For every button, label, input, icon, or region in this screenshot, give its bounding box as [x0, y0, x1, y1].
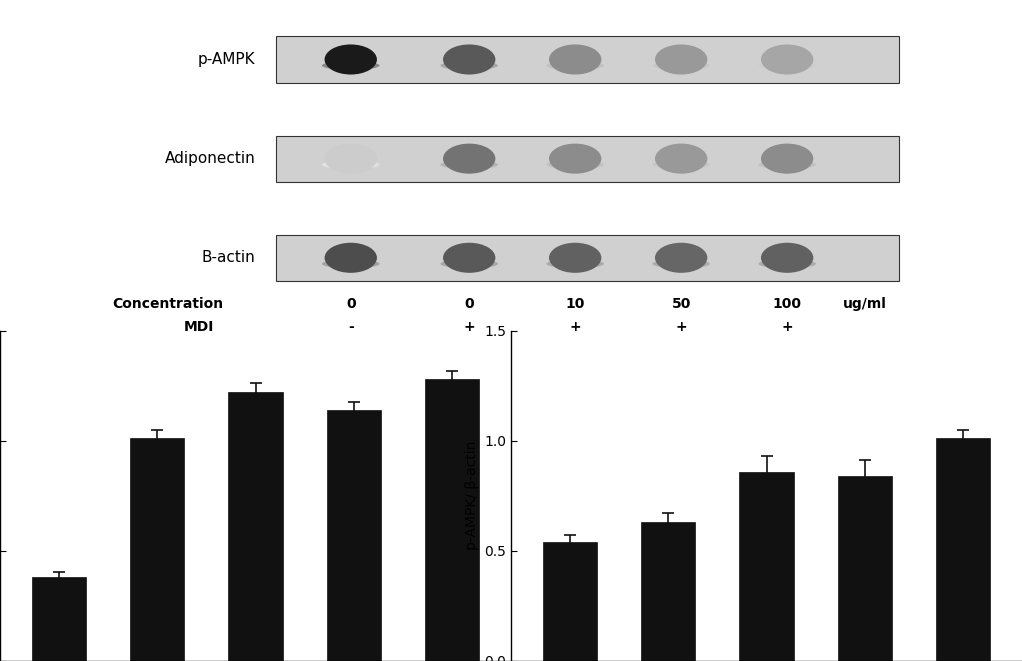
Text: +: + — [676, 320, 687, 334]
Ellipse shape — [547, 259, 604, 268]
FancyBboxPatch shape — [276, 36, 899, 83]
Text: +: + — [463, 320, 475, 334]
Text: 0: 0 — [464, 297, 474, 311]
Ellipse shape — [549, 143, 601, 174]
Ellipse shape — [443, 44, 496, 75]
Text: MDI: MDI — [184, 320, 215, 334]
Bar — [32, 577, 86, 661]
Bar — [327, 410, 381, 661]
Ellipse shape — [761, 243, 814, 273]
Ellipse shape — [655, 44, 707, 75]
Ellipse shape — [322, 160, 379, 169]
Ellipse shape — [547, 160, 604, 169]
Ellipse shape — [761, 44, 814, 75]
Ellipse shape — [761, 143, 814, 174]
Ellipse shape — [440, 160, 498, 169]
Ellipse shape — [440, 259, 498, 268]
Text: 50: 50 — [671, 297, 691, 311]
Ellipse shape — [325, 44, 377, 75]
Ellipse shape — [443, 143, 496, 174]
FancyBboxPatch shape — [276, 136, 899, 182]
Ellipse shape — [325, 243, 377, 273]
Ellipse shape — [758, 61, 816, 70]
Text: 10: 10 — [565, 297, 585, 311]
Bar — [130, 438, 184, 661]
Bar — [543, 542, 597, 661]
Bar — [838, 476, 892, 661]
Ellipse shape — [547, 61, 604, 70]
Text: 100: 100 — [773, 297, 801, 311]
Bar — [425, 379, 479, 661]
Text: Adiponectin: Adiponectin — [165, 151, 256, 166]
Text: 0: 0 — [345, 297, 356, 311]
Ellipse shape — [652, 160, 710, 169]
Ellipse shape — [549, 243, 601, 273]
Text: B-actin: B-actin — [201, 251, 256, 265]
Text: ug/ml: ug/ml — [843, 297, 887, 311]
Ellipse shape — [440, 61, 498, 70]
Bar — [229, 392, 282, 661]
Ellipse shape — [655, 143, 707, 174]
Bar — [641, 522, 695, 661]
Ellipse shape — [652, 61, 710, 70]
Text: +: + — [569, 320, 580, 334]
Ellipse shape — [322, 61, 379, 70]
Text: -: - — [347, 320, 354, 334]
Ellipse shape — [443, 243, 496, 273]
Ellipse shape — [549, 44, 601, 75]
Text: p-AMPK: p-AMPK — [198, 52, 256, 67]
FancyBboxPatch shape — [276, 235, 899, 281]
Ellipse shape — [652, 259, 710, 268]
Ellipse shape — [758, 160, 816, 169]
Y-axis label: p-AMPK/ β-actin: p-AMPK/ β-actin — [465, 441, 478, 551]
Ellipse shape — [655, 243, 707, 273]
Bar — [740, 471, 793, 661]
Text: +: + — [782, 320, 793, 334]
Ellipse shape — [758, 259, 816, 268]
Ellipse shape — [322, 259, 379, 268]
Ellipse shape — [325, 143, 377, 174]
Text: Concentration: Concentration — [112, 297, 224, 311]
Bar — [936, 438, 990, 661]
